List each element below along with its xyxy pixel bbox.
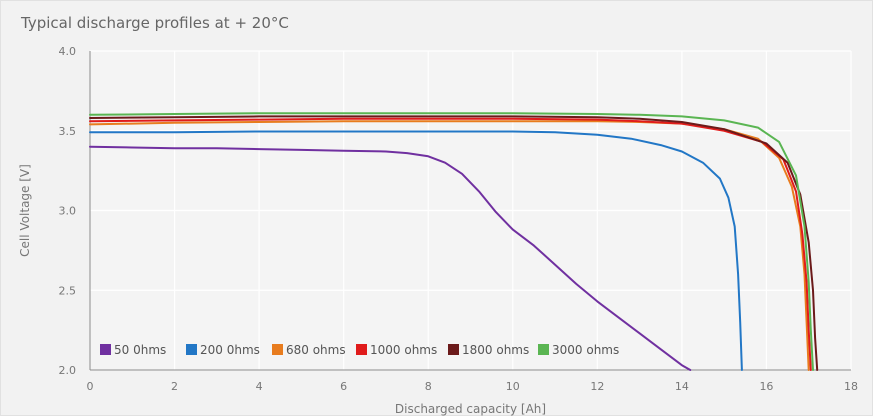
- series-line-1: [89, 130, 743, 371]
- x-tick-label: 0: [87, 380, 94, 393]
- legend-label: 200 0hms: [200, 343, 260, 357]
- y-tick-label: 2.5: [59, 284, 77, 297]
- x-tick-label: 12: [590, 380, 604, 393]
- legend-label: 3000 ohms: [552, 343, 619, 357]
- legend-swatch: [538, 344, 549, 355]
- x-tick-label: 2: [171, 380, 178, 393]
- x-tick-label: 4: [256, 380, 263, 393]
- y-axis-title: Cell Voltage [V]: [18, 164, 32, 257]
- series-line-4: [89, 115, 819, 371]
- x-tick-label: 8: [425, 380, 432, 393]
- series-line-5: [89, 112, 814, 371]
- legend-swatch: [448, 344, 459, 355]
- x-tick-label: 18: [844, 380, 858, 393]
- x-tick-label: 6: [340, 380, 347, 393]
- chart-title: Typical discharge profiles at + 20°C: [21, 14, 289, 32]
- legend-label: 50 0hms: [114, 343, 166, 357]
- x-tick-label: 16: [759, 380, 773, 393]
- legend-label: 1800 ohms: [462, 343, 529, 357]
- legend-swatch: [186, 344, 197, 355]
- x-tick-label: 10: [506, 380, 520, 393]
- y-tick-label: 2.0: [59, 364, 77, 377]
- x-tick-label: 14: [675, 380, 689, 393]
- y-tick-label: 3.0: [59, 205, 77, 218]
- legend-swatch: [272, 344, 283, 355]
- legend-swatch: [356, 344, 367, 355]
- series-line-0: [89, 145, 692, 371]
- legend-label: 1000 ohms: [370, 343, 437, 357]
- series-line-3: [89, 117, 812, 371]
- y-tick-label: 4.0: [59, 45, 77, 58]
- legend-swatch: [100, 344, 111, 355]
- y-tick-label: 3.5: [59, 125, 77, 138]
- x-axis-title: Discharged capacity [Ah]: [395, 402, 546, 416]
- legend-label: 680 ohms: [286, 343, 346, 357]
